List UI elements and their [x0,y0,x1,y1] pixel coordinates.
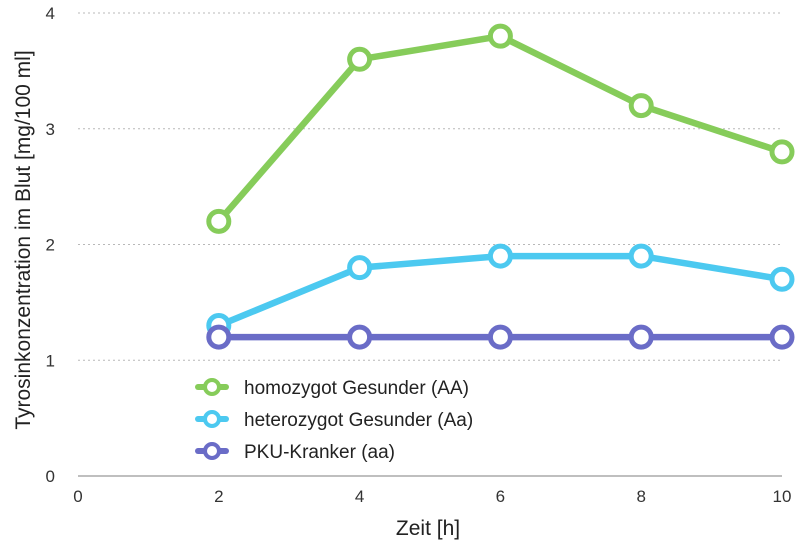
legend-marker [203,410,221,428]
series-3 [206,324,795,350]
y-tick-label: 2 [46,236,55,255]
data-point [206,208,232,234]
data-point [487,23,513,49]
y-axis-title: Tyrosinkonzentration im Blut [mg/100 ml] [12,50,35,429]
legend-label: PKU-Kranker (aa) [244,442,395,463]
series-layer [206,23,795,350]
legend-item-3: PKU-Kranker (aa) [195,442,395,463]
data-point [206,324,232,350]
data-point [628,93,654,119]
data-point [347,46,373,72]
x-tick-label: 10 [773,487,792,506]
legend-item-2: heterozygot Gesunder (Aa) [195,410,473,431]
x-axis-title: Zeit [h] [396,517,460,540]
y-tick-label: 3 [46,120,55,139]
x-tick-label: 8 [636,487,645,506]
data-point [628,324,654,350]
x-tick-label: 4 [355,487,364,506]
x-tick-label: 0 [73,487,82,506]
axes: 0 1 2 3 4 0 2 4 6 8 10 [46,4,792,506]
series-1 [206,23,795,234]
data-point [769,324,795,350]
legend-label: heterozygot Gesunder (Aa) [244,410,473,431]
series-2 [206,243,795,339]
x-tick-label: 6 [496,487,505,506]
y-tick-label: 1 [46,351,55,370]
data-point [347,255,373,281]
legend-marker [203,378,221,396]
grid [78,12,782,361]
series-line [215,32,786,225]
legend-item-1: homozygot Gesunder (AA) [195,378,469,399]
data-point [769,266,795,292]
data-point [487,324,513,350]
y-tick-label: 4 [46,4,55,23]
data-point [628,243,654,269]
legend-marker [203,442,221,460]
y-tick-label: 0 [46,467,55,486]
data-point [487,243,513,269]
legend: homozygot Gesunder (AA) heterozygot Gesun… [195,378,473,463]
legend-label: homozygot Gesunder (AA) [244,378,469,399]
x-tick-label: 2 [214,487,223,506]
data-point [347,324,373,350]
data-point [769,139,795,165]
